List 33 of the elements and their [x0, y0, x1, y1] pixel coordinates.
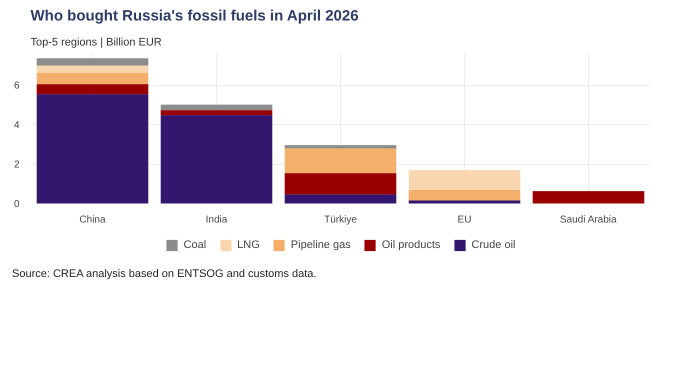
bar — [284, 145, 396, 148]
bar — [160, 115, 272, 204]
x-tick-label: EU — [458, 214, 472, 226]
legend-label: Pipeline gas — [290, 239, 351, 251]
bar — [408, 190, 520, 201]
bar — [284, 194, 396, 204]
bar — [408, 200, 520, 204]
bar — [36, 66, 148, 74]
bar — [36, 58, 148, 66]
chart-title: Who bought Russia's fossil fuels in April 2026 — [30, 8, 359, 24]
bar — [532, 191, 644, 204]
bar — [284, 173, 396, 194]
legend-label: Oil products — [382, 239, 440, 251]
legend-label: LNG — [237, 239, 260, 251]
bar — [36, 94, 148, 204]
y-tick-label: 4 — [14, 120, 20, 132]
bar — [36, 73, 148, 84]
x-tick-label: Türkiye — [324, 214, 358, 226]
x-tick-label: India — [206, 214, 228, 226]
legend-label: Coal — [184, 239, 206, 251]
bar — [284, 148, 396, 174]
y-tick-label: 2 — [14, 160, 20, 171]
bar — [36, 84, 148, 94]
legend-label: Crude oil — [471, 239, 516, 251]
bar — [160, 110, 272, 116]
x-tick-label: China — [79, 214, 106, 226]
bar — [160, 104, 272, 110]
y-tick-label: 6 — [14, 80, 20, 92]
source-note: Source: CREA analysis based on ENTSOG and customs data. — [12, 267, 316, 282]
chart-subtitle: Top-5 regions | Billion EUR — [30, 36, 162, 48]
y-tick-label: 0 — [14, 199, 20, 210]
x-tick-label: Saudi Arabia — [560, 214, 618, 226]
bar — [408, 170, 520, 190]
